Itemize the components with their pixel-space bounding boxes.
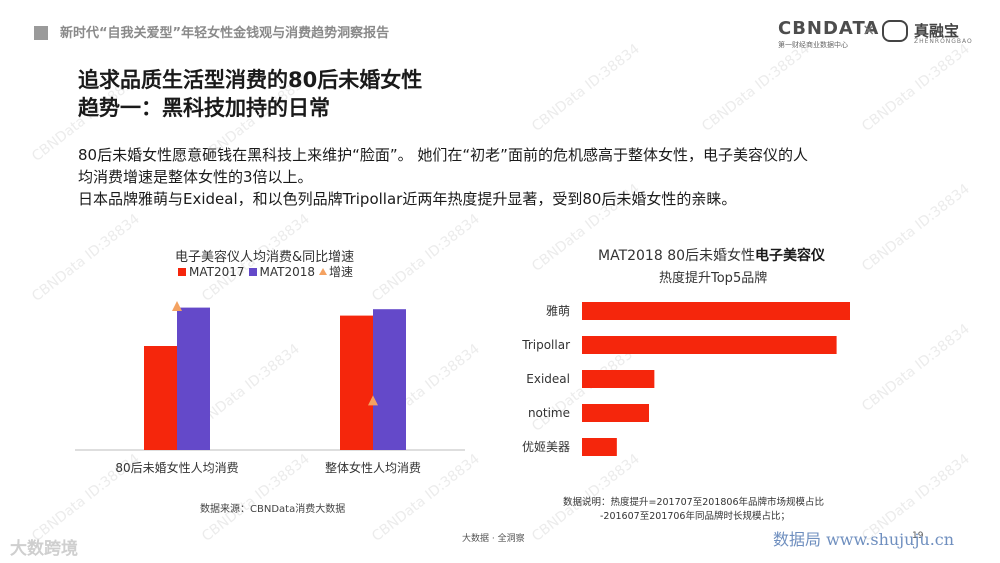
brand-bar-1 — [582, 336, 837, 354]
bar-mat2018-1 — [373, 309, 406, 450]
right-chart-title-bold: 电子美容仪 — [755, 248, 826, 264]
watermark: CBNData ID:38834 — [859, 181, 973, 275]
legend-label: MAT2018 — [259, 264, 316, 279]
body-paragraph: 均消费增速是整体女性的3倍以上。 — [78, 168, 313, 186]
body-paragraph: 日本品牌雅萌与Exideal，和以色列品牌Tripollar近两年热度提升显著，… — [78, 190, 737, 208]
watermark-right: 数据局 www.shujuju.cn — [773, 530, 955, 549]
bar-mat2017-1 — [340, 315, 373, 450]
brand-bar-2 — [582, 370, 655, 388]
page-number: 19 — [912, 531, 924, 541]
right-chart: 雅萌 Tripollar Exideal notime 优姬美器 — [521, 302, 850, 456]
legend-swatch — [248, 267, 257, 276]
watermark: CBNData ID:38834 — [859, 41, 973, 135]
legend-label: 增速 — [329, 265, 354, 279]
right-chart-note: 数据说明：热度提升=201707至201806年品牌市场规模占比 — [563, 497, 824, 508]
brand-bar-4 — [582, 438, 617, 456]
x-tick-label: 整体女性人均消费 — [325, 460, 421, 475]
legend-item-growth: 增速 — [319, 263, 353, 280]
cbndata-logo: CBNDATA — [778, 18, 880, 39]
bar-mat2018-0 — [177, 307, 210, 450]
left-chart: 80后未婚女性人均消费 整体女性人均消费 — [75, 301, 465, 475]
left-chart-title: 电子美容仪人均消费&同比增速 — [175, 250, 355, 265]
logo-separator: × — [862, 20, 876, 39]
brand-bar-0 — [582, 302, 850, 320]
legend-item-mat2018: MAT2018 — [248, 264, 316, 279]
brand-label: Tripollar — [521, 338, 570, 352]
watermark-left: 大数跨境 — [10, 539, 78, 559]
watermark: CBNData ID:38834 — [699, 41, 813, 135]
page-title: 追求品质生活型消费的80后未婚女性 — [78, 68, 423, 92]
left-chart-legend: MAT2017 MAT2018 增速 — [178, 263, 357, 280]
brand-label: 雅萌 — [546, 303, 570, 318]
body-paragraph: 80后未婚女性愿意砸钱在黑科技上来维护“脸面”。 她们在“初老”面前的危机感高于… — [78, 146, 808, 164]
watermark: CBNData ID:38834 — [529, 41, 643, 135]
partner-logo-subtitle: ZHENRONGBAO — [914, 38, 973, 45]
legend-label: MAT2017 — [189, 264, 245, 279]
footer-slogan: 大数据 · 全洞察 — [462, 534, 525, 544]
right-chart-note: -201607至201706年同品牌时长规模占比； — [600, 511, 790, 522]
growth-marker-0 — [172, 301, 182, 311]
partner-logo: 真融宝 — [914, 22, 960, 40]
brand-label: notime — [528, 406, 570, 420]
legend-swatch — [178, 267, 186, 276]
x-tick-label: 80后未婚女性人均消费 — [115, 460, 238, 475]
partner-logo-icon — [882, 20, 908, 42]
growth-marker-1 — [368, 395, 378, 406]
brand-label: Exideal — [526, 372, 570, 386]
bar-mat2017-0 — [144, 346, 177, 450]
page-subtitle: 趋势一：黑科技加持的日常 — [78, 96, 330, 120]
right-chart-title-prefix: MAT2018 80后未婚女性 — [598, 248, 756, 264]
cbndata-logo-subtitle: 第一财经商业数据中心 — [778, 41, 848, 49]
brand-label: 优姬美器 — [522, 440, 570, 454]
right-chart-subtitle: 热度提升Top5品牌 — [659, 271, 768, 286]
right-chart-title: MAT2018 80后未婚女性电子美容仪 — [598, 245, 825, 265]
brand-bar-3 — [582, 404, 649, 422]
left-chart-source: 数据来源：CBNData消费大数据 — [200, 504, 346, 515]
legend-item-mat2017: MAT2017 — [178, 265, 245, 279]
header-square-icon — [34, 26, 48, 40]
triangle-icon — [319, 268, 327, 275]
report-title: 新时代“自我关爱型”年轻女性金钱观与消费趋势洞察报告 — [60, 26, 390, 41]
